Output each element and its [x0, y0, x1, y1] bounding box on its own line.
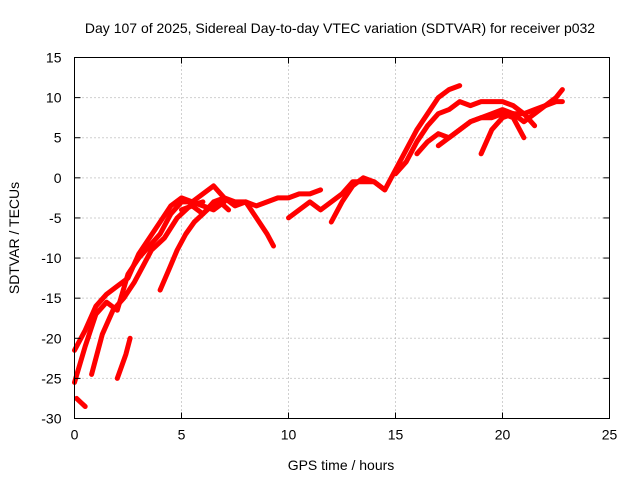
- y-tick-label: -20: [41, 330, 61, 346]
- series-arc-3: [89, 199, 206, 377]
- y-axis-title: SDTVAR / TECUs: [6, 182, 22, 294]
- x-axis-title: GPS time / hours: [288, 457, 395, 473]
- series-arc-4: [114, 335, 133, 381]
- y-tick-label: -30: [41, 411, 61, 427]
- y-tick-label: -10: [41, 250, 61, 266]
- series-arc-1: [72, 183, 324, 353]
- y-tick-label: 0: [54, 170, 62, 186]
- x-tick-label: 0: [71, 427, 79, 443]
- plot-frame: [74, 57, 610, 419]
- y-tick-label: 15: [46, 50, 62, 66]
- y-tick-label: -15: [41, 290, 61, 306]
- series-arc-10: [393, 99, 538, 177]
- y-tick-label: 5: [54, 130, 62, 146]
- series-arc-9: [328, 83, 463, 225]
- x-tick-label: 25: [602, 427, 618, 443]
- x-tick-label: 10: [281, 427, 297, 443]
- x-tick-label: 20: [495, 427, 511, 443]
- chart-title: Day 107 of 2025, Sidereal Day-to-day VTE…: [85, 20, 595, 36]
- y-tick-label: -5: [49, 210, 62, 226]
- series-arc-7: [74, 395, 88, 409]
- series-arc-6: [179, 195, 276, 249]
- series-layer: [72, 83, 565, 409]
- series-arc-13: [435, 99, 565, 149]
- axis-ticks: 0 5 10 15 20 25 -30 -25 -20 -15 -10 -5 0 5 10 15: [41, 50, 617, 443]
- x-tick-label: 5: [178, 427, 186, 443]
- y-tick-label: -25: [41, 370, 61, 386]
- y-tick-label: 10: [46, 90, 62, 106]
- x-tick-label: 15: [388, 427, 404, 443]
